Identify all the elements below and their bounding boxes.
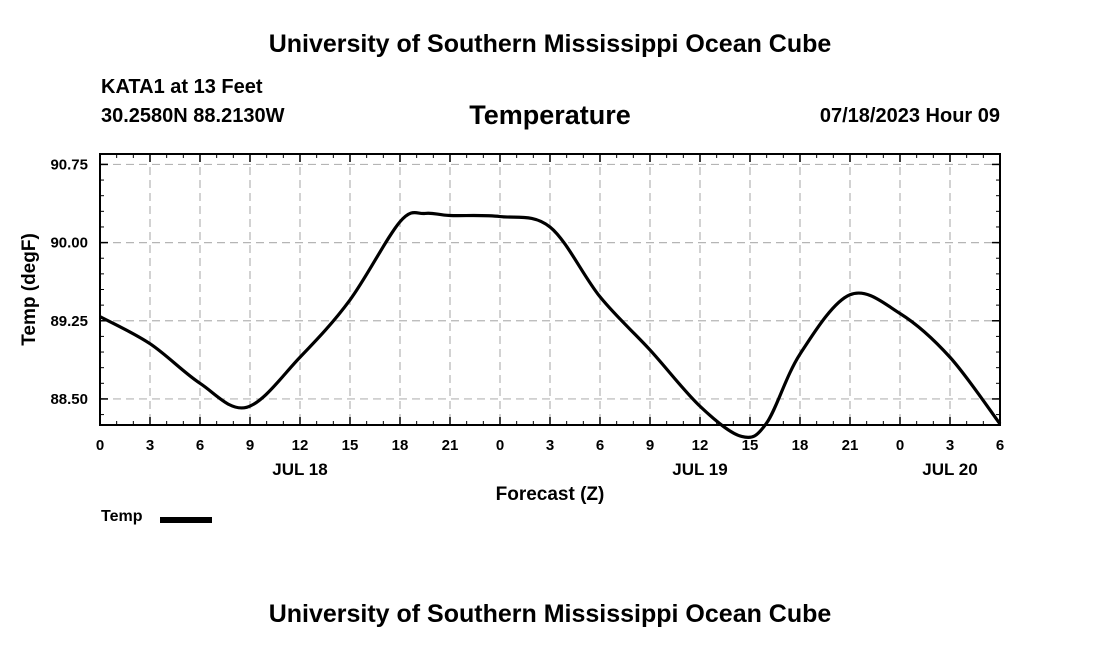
- y-tick-label: 90.75: [50, 156, 88, 173]
- x-tick-label: 0: [96, 437, 104, 454]
- y-axis-label: Temp (degF): [19, 233, 40, 346]
- x-tick-label: 12: [292, 437, 309, 454]
- x-tick-label: 3: [146, 437, 154, 454]
- x-axis-label: Forecast (Z): [496, 484, 605, 505]
- x-tick-label: 6: [596, 437, 604, 454]
- date-label: JUL 19: [672, 460, 727, 479]
- forecast-timestamp: 07/18/2023 Hour 09: [819, 105, 1000, 127]
- x-tick-label: 0: [496, 437, 504, 454]
- x-tick-label: 18: [792, 437, 809, 454]
- legend-swatch: [160, 517, 212, 523]
- station-coordinates: 30.2580N 88.2130W: [101, 105, 285, 127]
- y-tick-label: 88.50: [50, 391, 88, 408]
- y-tick-label: 89.25: [50, 313, 88, 330]
- x-tick-label: 15: [342, 437, 359, 454]
- x-tick-label: 6: [196, 437, 204, 454]
- header-title: University of Southern Mississippi Ocean…: [268, 30, 832, 58]
- date-label: JUL 20: [922, 460, 977, 479]
- x-tick-label: 3: [546, 437, 554, 454]
- x-tick-label: 18: [392, 437, 409, 454]
- axis-labels: 0 3 6 9 12 15 18 21 0 3 6 9 12 15 18 21 0 3 6 88.50 89.25 90.…: [50, 156, 1004, 479]
- x-tick-label: 12: [692, 437, 709, 454]
- grid-lines: [100, 154, 1000, 425]
- series-line-temp: [99, 210, 1002, 440]
- legend-label: Temp: [101, 508, 143, 525]
- x-tick-label: 21: [442, 437, 459, 454]
- y-tick-label: 90.00: [50, 235, 88, 252]
- x-tick-label: 0: [896, 437, 904, 454]
- x-tick-label: 9: [246, 437, 254, 454]
- x-tick-label: 15: [742, 437, 759, 454]
- x-tick-label: 9: [646, 437, 654, 454]
- series-layer: [99, 210, 1002, 440]
- chart-title: Temperature: [469, 100, 631, 130]
- station-name: KATA1 at 13 Feet: [101, 76, 263, 98]
- x-tick-label: 21: [842, 437, 859, 454]
- x-tick-label: 6: [996, 437, 1004, 454]
- x-tick-label: 3: [946, 437, 954, 454]
- date-label: JUL 18: [272, 460, 327, 479]
- plot-frame: [99, 153, 1001, 426]
- footer-title: University of Southern Mississippi Ocean…: [268, 600, 832, 628]
